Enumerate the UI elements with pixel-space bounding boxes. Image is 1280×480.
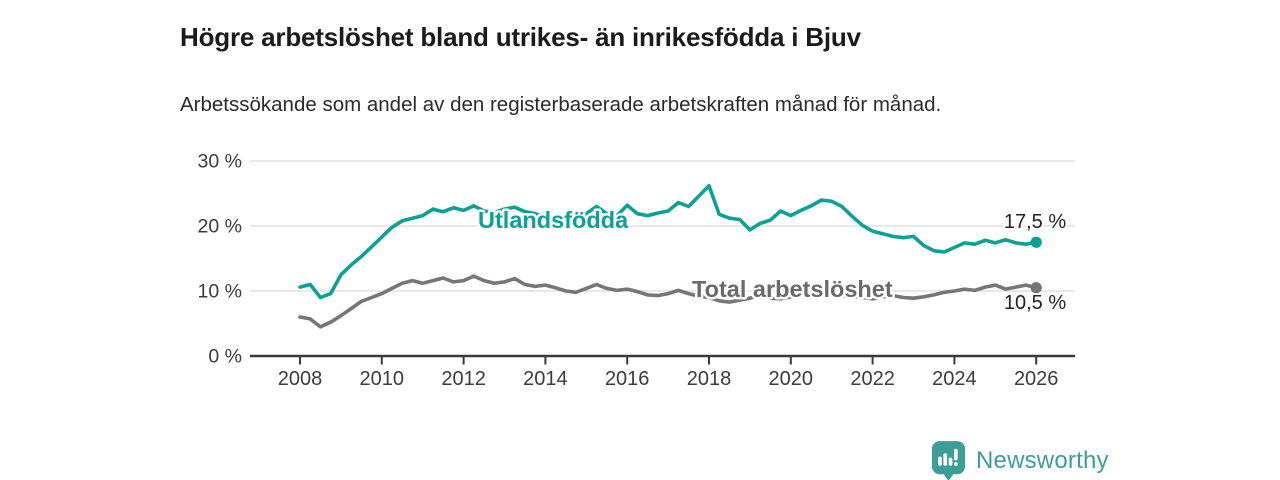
y-tick-label: 0 % [208,346,242,368]
x-tick-label: 2012 [441,368,486,390]
brand-name: Newsworthy [976,447,1109,474]
bar-chart-bubble-icon [931,441,966,480]
series-label-utlandsfodda: Utlandsfödda [478,207,629,233]
x-tick-label: 2014 [523,368,568,390]
x-tick-label: 2018 [687,368,732,390]
x-tick-label: 2022 [850,368,895,390]
series-line-total [298,274,1039,329]
x-tick-label: 2010 [360,368,405,390]
x-tick-label: 2026 [1014,368,1058,390]
series-end-value-label: 10,5 % [1004,292,1066,314]
page-subtitle: Arbetssökande som andel av den registerb… [180,92,942,116]
series-label-total: Total arbetslöshet [692,276,893,302]
x-tick-label: 2024 [932,368,977,390]
series-end-dot-total [1030,282,1042,294]
chart-svg: 2008 2010 2012 2014 2016 2018 2020 2022 2024 2026… [198,151,1075,390]
y-tick-label: 10 % [198,281,242,303]
series-end-value-label: 17,5 % [1004,211,1066,233]
page-title: Högre arbetslöshet bland utrikes- än inr… [180,22,861,53]
x-tick-label: 2016 [605,368,650,390]
x-tick-label: 2008 [278,368,323,390]
series-line-utlandsfodda [298,183,1039,300]
brand-logo[interactable]: Newsworthy [930,440,1109,480]
x-tick-label: 2020 [769,368,814,390]
series-end-dot-utlandsfodda [1030,236,1042,248]
y-tick-label: 20 % [198,216,242,238]
logo-bubble-shape [931,441,966,480]
y-tick-label: 30 % [198,151,242,173]
